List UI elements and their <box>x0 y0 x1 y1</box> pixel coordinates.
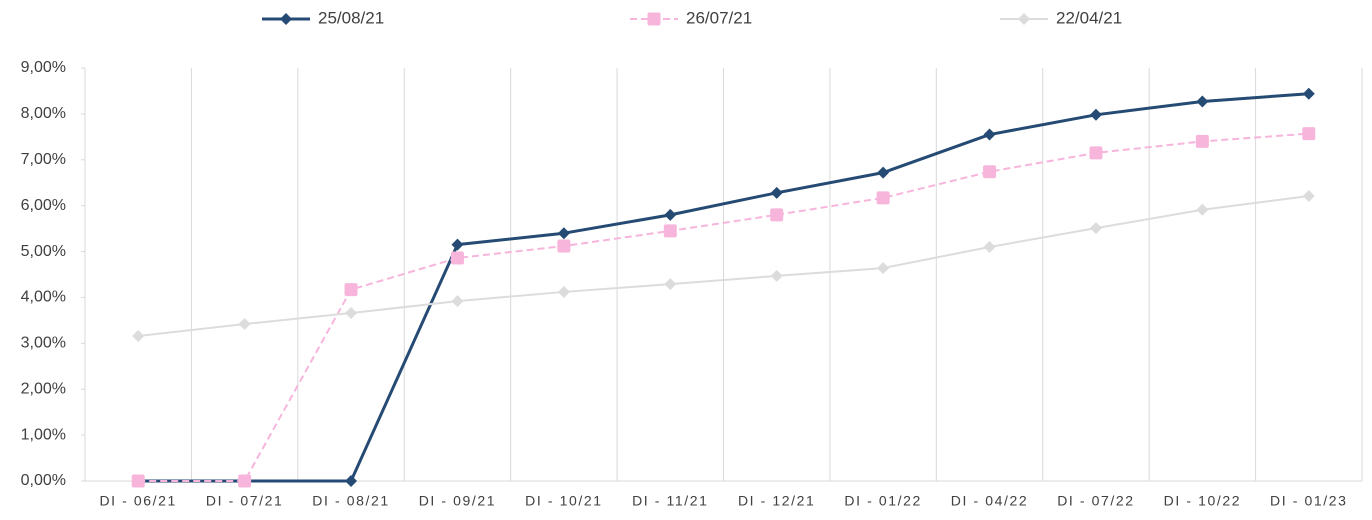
data-point <box>1302 87 1315 100</box>
data-point <box>770 186 783 199</box>
legend-label: 25/08/21 <box>318 8 384 27</box>
data-point <box>345 475 358 487</box>
data-point <box>1302 190 1315 203</box>
data-point <box>770 269 783 282</box>
data-point <box>876 191 890 205</box>
x-tick-label: DI - 04/22 <box>951 493 1028 509</box>
data-point <box>983 240 996 253</box>
y-tick-label: 8,00% <box>21 105 66 122</box>
data-point <box>238 474 252 488</box>
data-point <box>344 283 358 297</box>
legend-label: 26/07/21 <box>686 8 752 27</box>
data-point <box>450 251 464 265</box>
legend-marker <box>647 12 661 26</box>
data-point <box>1195 134 1209 148</box>
x-tick-label: DI - 01/22 <box>844 493 921 509</box>
series-line <box>138 195 1309 337</box>
x-tick-label: DI - 07/22 <box>1057 493 1134 509</box>
y-tick-label: 2,00% <box>21 380 66 397</box>
x-tick-label: DI - 09/21 <box>419 493 496 509</box>
y-tick-label: 5,00% <box>21 243 66 260</box>
data-point <box>663 224 677 238</box>
y-tick-label: 7,00% <box>21 151 66 168</box>
legend-label: 22/04/21 <box>1056 8 1122 27</box>
x-tick-label: DI - 10/22 <box>1164 493 1241 509</box>
data-point <box>877 166 890 179</box>
data-point <box>238 318 251 331</box>
x-tick-label: DI - 01/23 <box>1270 493 1347 509</box>
y-tick-label: 6,00% <box>21 197 66 214</box>
data-point <box>132 329 145 342</box>
x-tick-label: DI - 06/21 <box>99 493 176 509</box>
data-point <box>557 227 570 240</box>
data-point <box>131 474 145 488</box>
legend-marker <box>280 13 292 25</box>
data-point <box>983 165 997 179</box>
data-point <box>1196 95 1209 108</box>
data-point <box>451 238 464 251</box>
x-tick-label: DI - 11/21 <box>632 493 708 509</box>
data-point <box>770 208 784 222</box>
data-point <box>451 295 464 308</box>
data-point <box>1196 203 1209 216</box>
data-point <box>1089 146 1103 160</box>
series-line <box>138 132 1309 482</box>
data-point <box>877 262 890 275</box>
y-tick-label: 3,00% <box>21 335 66 352</box>
y-tick-label: 4,00% <box>21 289 66 306</box>
data-point <box>557 239 571 253</box>
data-point <box>664 208 677 221</box>
data-point <box>557 285 570 298</box>
data-point <box>664 278 677 291</box>
data-point <box>1302 127 1316 141</box>
data-point <box>1089 108 1102 121</box>
y-tick-label: 0,00% <box>21 472 66 489</box>
data-point <box>1089 222 1102 235</box>
x-tick-label: DI - 08/21 <box>312 493 389 509</box>
series-line <box>138 92 1309 483</box>
data-point <box>983 128 996 141</box>
data-point <box>345 307 358 320</box>
x-tick-label: DI - 07/21 <box>206 493 283 509</box>
x-tick-label: DI - 12/21 <box>738 493 815 509</box>
legend-marker <box>1018 13 1030 25</box>
y-tick-label: 9,00% <box>21 59 66 76</box>
x-tick-label: DI - 10/21 <box>525 493 602 509</box>
y-tick-label: 1,00% <box>21 426 66 443</box>
